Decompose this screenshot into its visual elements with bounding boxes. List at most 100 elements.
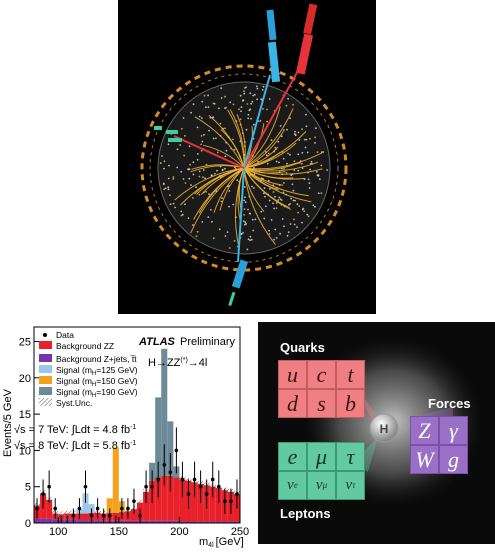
legend-label: Signal (mH=150 GeV) <box>56 376 138 388</box>
data-point <box>47 484 51 489</box>
bar-zjets <box>34 518 41 523</box>
particle-tracks <box>173 59 323 263</box>
bar-signal <box>82 493 89 514</box>
bar-signal <box>112 447 119 513</box>
bar-zz <box>130 509 137 521</box>
bar-zjets <box>155 520 162 523</box>
quark-t: t <box>336 360 365 389</box>
force-gamma: γ <box>439 416 468 445</box>
data-point <box>35 506 39 511</box>
bar-zjets <box>40 518 47 523</box>
data-point <box>180 477 185 482</box>
legend-label: Background ZZ <box>56 341 114 351</box>
data-point <box>107 513 112 518</box>
x-tick-label: 150 <box>110 526 128 538</box>
quark-s: s <box>307 389 336 418</box>
data-point <box>150 484 154 489</box>
data-point <box>71 513 76 518</box>
bar-signal <box>161 348 168 476</box>
x-axis-label: m4l [GeV] <box>199 536 244 549</box>
process-label: H→ZZ(*)→4l <box>148 357 207 369</box>
bar-zjets <box>118 520 125 523</box>
data-point <box>156 477 161 482</box>
data-point <box>186 492 191 496</box>
lepton-e: e <box>278 442 307 471</box>
atlas-brand: ATLAS <box>138 336 176 348</box>
mass-histogram: 100 150 200 250 0 5 10 15 20 25 Events/5 GeV m4l… <box>0 323 255 555</box>
legend-swatch <box>39 398 52 406</box>
data-point <box>120 506 124 511</box>
x-tick-label: 250 <box>231 526 249 538</box>
bar-zz <box>167 475 174 521</box>
legend-label: Background Z+jets, t̅t <box>56 354 137 364</box>
bar-signal <box>167 421 174 476</box>
bar-zjets <box>82 520 89 523</box>
bar-zz <box>191 482 198 522</box>
y-tick-label: 15 <box>19 409 31 421</box>
y-tick-label: 10 <box>19 445 31 457</box>
bar-zz <box>143 491 150 521</box>
higgs-symbol: H <box>380 422 389 436</box>
data-point <box>89 513 94 518</box>
bar-zjets <box>215 521 222 523</box>
bar-zjets <box>191 521 198 523</box>
standard-model-graphic: H Quarks u c t d s b Forces Z γ W g e μ … <box>258 322 495 544</box>
data-point <box>126 506 130 511</box>
higgs-boson-ball <box>369 413 399 443</box>
bar-syst-unc <box>82 510 89 517</box>
bar-zz <box>209 486 216 522</box>
y-tick-label: 5 <box>25 482 31 494</box>
data-point <box>144 484 148 489</box>
bar-zz <box>161 475 168 521</box>
plot-frame <box>33 326 241 524</box>
muon-bar-blue <box>266 9 281 83</box>
data-point <box>192 477 197 482</box>
legend-swatch <box>43 333 47 337</box>
bar-zjets <box>76 520 83 523</box>
legend-swatch <box>39 354 52 362</box>
quark-u: u <box>278 360 307 389</box>
bar-zjets <box>179 521 186 523</box>
data-point <box>198 484 203 489</box>
bar-zz <box>155 477 162 521</box>
legend-label: Signal (mH=125 GeV) <box>56 365 138 377</box>
bar-zz <box>173 477 180 521</box>
bar-zjets <box>185 521 192 523</box>
bar-zz <box>82 513 89 521</box>
data-point <box>83 484 88 489</box>
lepton-tau: τ <box>336 442 365 471</box>
bar-syst-unc <box>64 510 71 517</box>
force-w: W <box>410 445 439 474</box>
bar-zjets <box>143 520 150 523</box>
legend-label: Signal (mH=190 GeV) <box>56 387 138 399</box>
data-point <box>138 513 142 518</box>
data-point <box>168 470 173 474</box>
bar-syst-unc <box>58 511 65 518</box>
y-tick-label: 0 <box>25 518 31 530</box>
data-point <box>101 513 106 518</box>
bar-zjets <box>124 520 131 523</box>
bar-zjets <box>203 521 210 523</box>
data-point <box>174 448 179 453</box>
data-point <box>41 492 45 496</box>
bar-zjets <box>233 521 240 523</box>
lumi-label: √s = 7 TeV: ∫Ldt = 4.8 fb-1 <box>14 424 136 436</box>
legend-label: Syst.Unc. <box>56 398 92 408</box>
left-chambers <box>154 126 182 142</box>
data-point <box>223 499 227 504</box>
legend-swatch <box>39 376 52 384</box>
data-point <box>204 492 209 496</box>
lumi-label: √s = 8 TeV: ∫Ldt = 5.8 fb-1 <box>14 440 136 452</box>
bar-zjets <box>197 521 204 523</box>
event-display-graphic <box>118 0 376 314</box>
legend-label: Data <box>56 330 74 340</box>
data-point <box>77 506 82 511</box>
data-point <box>132 499 136 504</box>
forces-title: Forces <box>428 396 471 411</box>
bar-zjets <box>94 520 101 523</box>
bar-zz <box>179 479 186 522</box>
